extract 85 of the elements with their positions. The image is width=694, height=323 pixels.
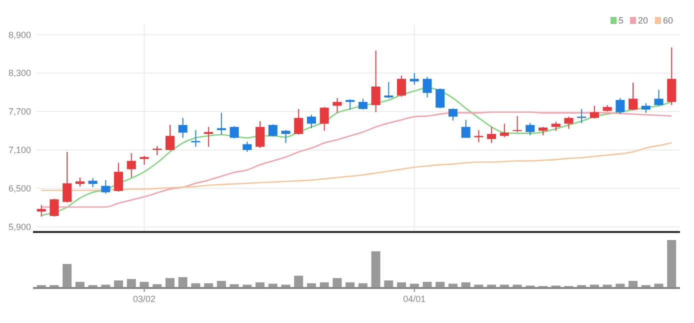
bar <box>384 280 394 287</box>
candlestick <box>422 76 432 98</box>
y-tick-label: 8,900 <box>8 30 31 40</box>
bar <box>140 282 149 287</box>
bar <box>268 284 278 287</box>
candlestick <box>461 119 470 138</box>
candlestick <box>230 126 239 139</box>
candlestick <box>306 114 316 129</box>
candlestick <box>320 106 329 132</box>
candlestick <box>436 88 445 109</box>
candlestick <box>114 162 124 192</box>
x-tick-label: 04/01 <box>403 294 426 304</box>
candlestick <box>346 98 355 110</box>
candlestick <box>204 126 214 148</box>
candlestick <box>191 130 200 148</box>
bar <box>306 283 316 287</box>
y-tick-label: 5,900 <box>8 222 31 232</box>
bar <box>667 240 676 287</box>
candlestick <box>178 117 188 138</box>
candlestick <box>371 50 380 113</box>
bar <box>654 284 664 287</box>
bar <box>62 264 72 287</box>
candlestick <box>242 141 252 152</box>
bar <box>204 283 214 287</box>
candlestick <box>50 198 59 218</box>
candlestick <box>590 105 599 120</box>
bar <box>628 280 638 287</box>
legend-label: 60 <box>663 16 674 26</box>
bar <box>358 283 368 287</box>
bar <box>346 282 355 287</box>
candlestick <box>641 102 650 114</box>
candlestick <box>512 116 522 133</box>
candlestick <box>628 82 638 111</box>
bar <box>371 251 380 287</box>
candlestick <box>564 116 574 130</box>
bar <box>294 276 304 287</box>
candlestick <box>654 89 664 106</box>
legend-label: 5 <box>618 16 624 26</box>
bar <box>216 280 226 287</box>
bar <box>410 284 419 287</box>
bar <box>256 282 265 287</box>
candlestick <box>281 130 290 144</box>
bar <box>616 284 625 287</box>
bar <box>114 280 124 287</box>
candlestick <box>448 108 458 121</box>
candlestick <box>268 124 278 138</box>
candlestick <box>256 120 265 149</box>
bar <box>332 278 342 287</box>
x-tick-label: 03/02 <box>133 294 156 304</box>
bar <box>75 282 84 287</box>
bar <box>165 278 174 287</box>
candlestick <box>577 108 586 124</box>
y-tick-label: 8,300 <box>8 68 31 78</box>
bar <box>461 282 470 287</box>
candlestick <box>126 152 136 178</box>
y-tick-label: 7,100 <box>8 145 31 156</box>
candlestick <box>500 123 509 138</box>
candlestick <box>101 180 110 194</box>
candlestick <box>616 98 625 115</box>
candlestick <box>62 151 72 204</box>
bar <box>126 279 136 287</box>
candlestick <box>216 112 226 136</box>
candlestick <box>526 122 535 136</box>
bar <box>178 277 188 287</box>
bar <box>230 284 239 287</box>
candlestick <box>410 72 419 86</box>
bar <box>436 282 445 287</box>
candlestick <box>384 82 394 99</box>
y-tick-label: 6,500 <box>8 184 31 194</box>
candlestick <box>487 126 496 144</box>
bar <box>448 284 458 287</box>
bar <box>191 283 200 287</box>
candlestick <box>332 98 342 114</box>
y-tick-label: 7,700 <box>8 106 31 117</box>
bar <box>152 284 162 287</box>
bar <box>320 282 329 287</box>
candlestick <box>165 124 174 152</box>
candlestick <box>667 46 676 106</box>
candlestick <box>397 75 406 98</box>
candlestick <box>294 108 304 136</box>
legend-label: 20 <box>638 16 648 26</box>
bar <box>422 282 432 287</box>
candlestick <box>358 98 368 110</box>
candlestick <box>36 204 46 218</box>
bar <box>397 282 406 287</box>
